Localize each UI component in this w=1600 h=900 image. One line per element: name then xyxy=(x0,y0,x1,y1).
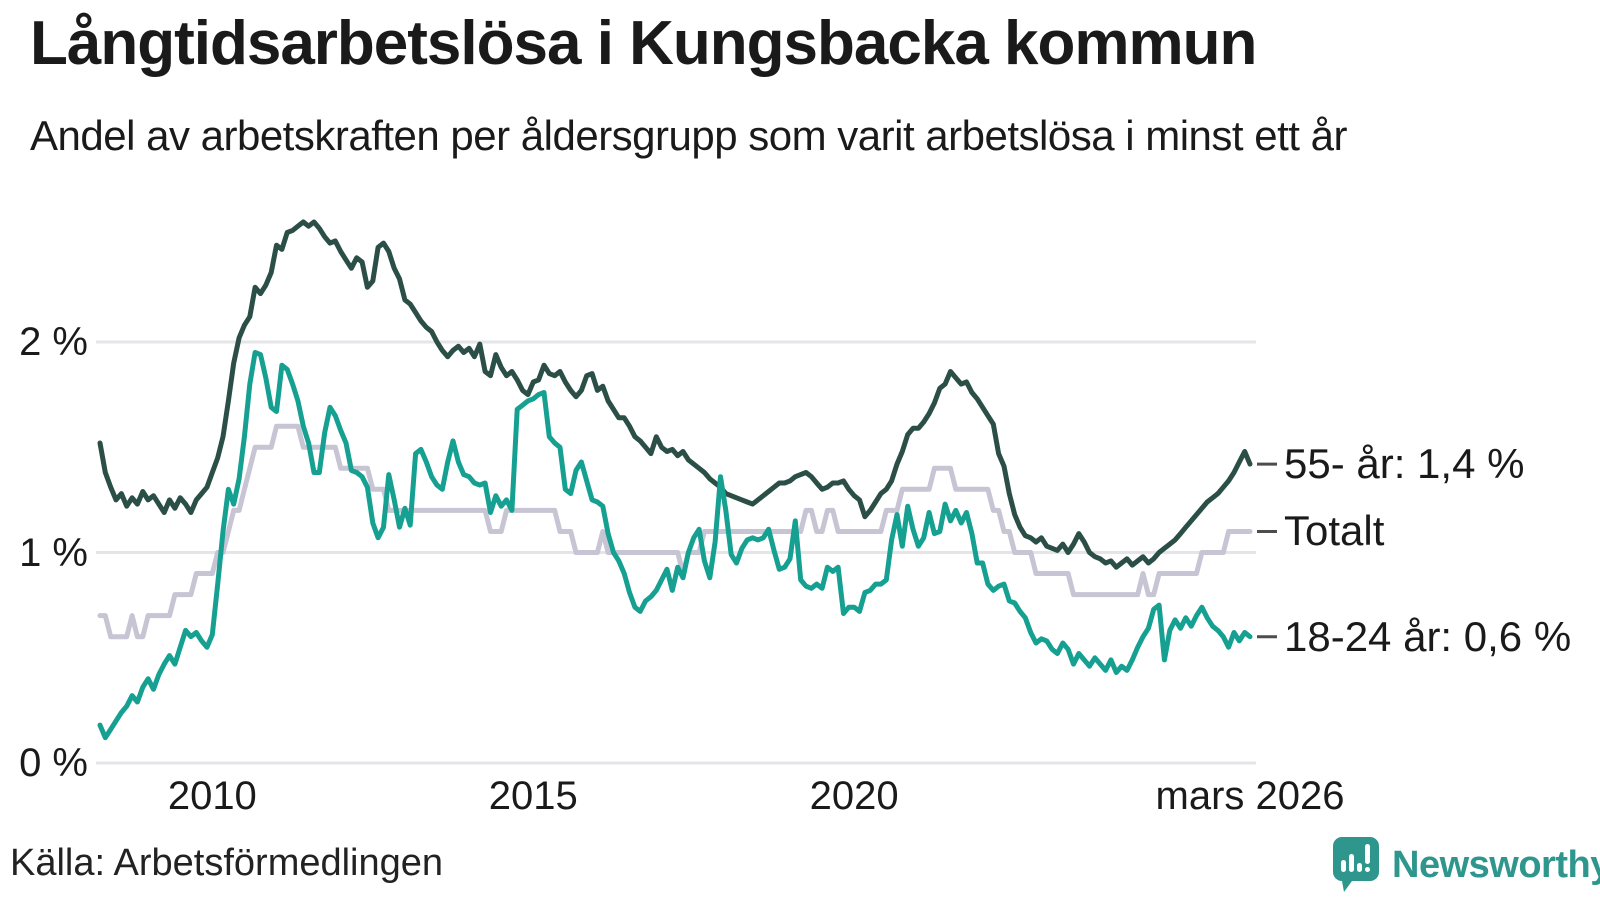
series-label-totalt: Totalt xyxy=(1284,507,1385,555)
series-lines xyxy=(97,219,1253,741)
page-subtitle: Andel av arbetskraften per åldersgrupp s… xyxy=(30,112,1347,159)
series-label-18-24: 18-24 år: 0,6 % xyxy=(1284,612,1572,660)
x-axis-tick-2015: 2015 xyxy=(488,774,578,818)
newsworthy-logo: Newsworthy xyxy=(1332,836,1600,894)
y-axis-tick-2pct: 2 % xyxy=(19,320,88,364)
x-axis-tick-2020: 2020 xyxy=(809,774,899,818)
x-axis-tick-mars-2026: mars 2026 xyxy=(1155,774,1345,818)
y-axis-tick-1pct: 1 % xyxy=(19,530,88,575)
label-connectors xyxy=(1257,462,1277,639)
x-axis-tick-2010: 2010 xyxy=(167,774,257,818)
series-label-55plus: 55- år: 1,4 % xyxy=(1284,440,1525,488)
series-line-totalt xyxy=(97,423,1253,640)
source-attribution: Källa: Arbetsförmedlingen xyxy=(10,842,444,884)
newsworthy-wordmark: Newsworthy xyxy=(1392,843,1600,886)
page-title: Långtidsarbetslösa i Kungsbacka kommun xyxy=(30,9,1257,78)
newsworthy-logo-icon xyxy=(1332,836,1380,894)
series-line-55plus xyxy=(97,219,1253,570)
series-line-18-24 xyxy=(97,350,1253,741)
y-axis-tick-0pct: 0 % xyxy=(19,741,88,785)
